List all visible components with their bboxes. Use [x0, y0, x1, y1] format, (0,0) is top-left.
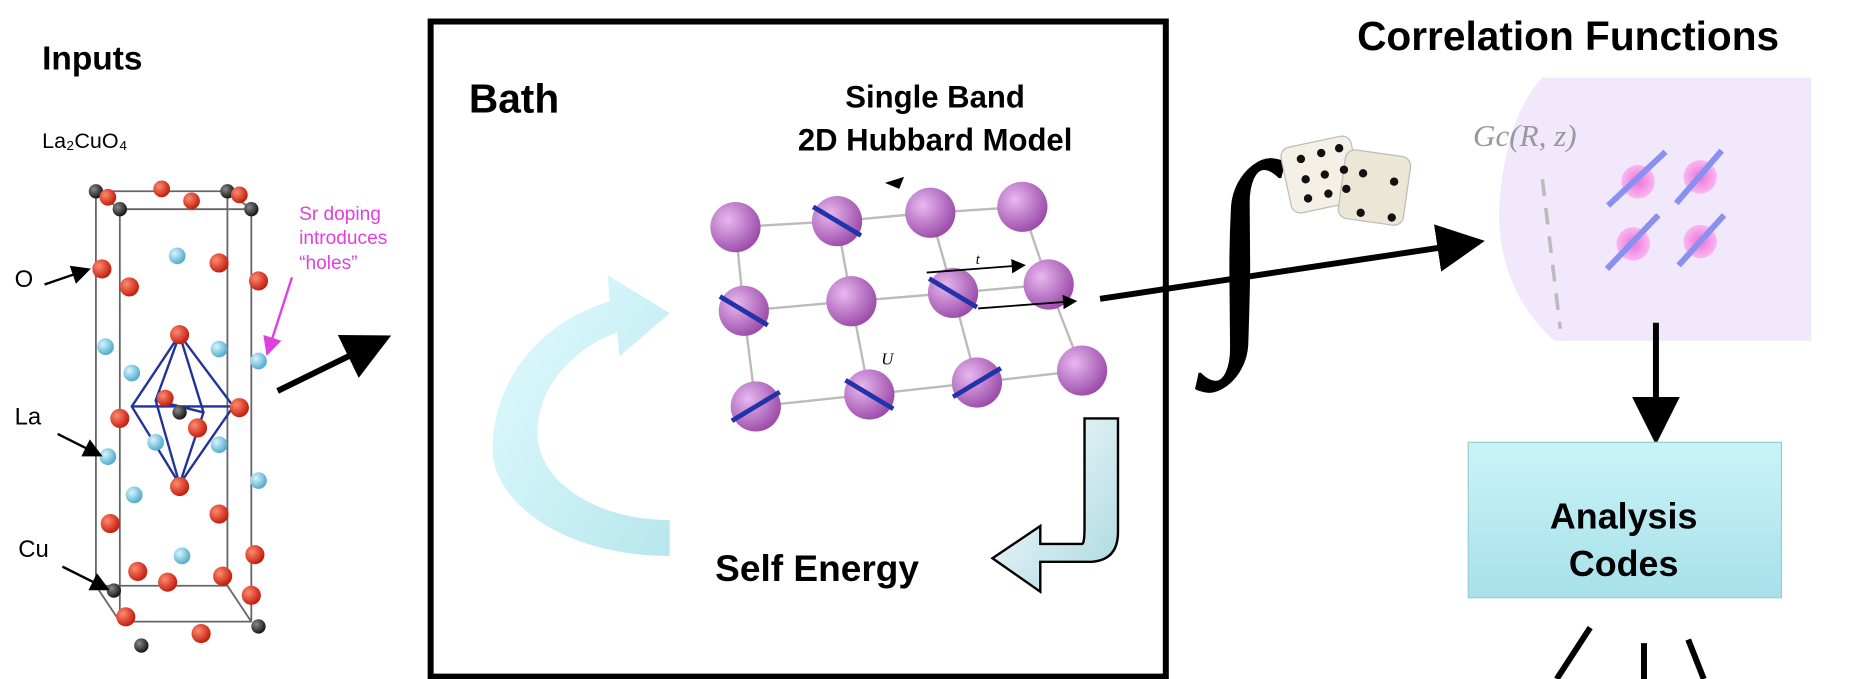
correlation-title: Correlation Functions [1357, 13, 1779, 59]
atom [174, 548, 191, 565]
correlation-symbol: Gc(R, z) [1473, 118, 1577, 153]
atom [99, 448, 116, 465]
atom [213, 567, 232, 586]
atom-label: Cu [18, 536, 49, 563]
atom [245, 545, 264, 564]
pointer [62, 567, 105, 589]
atom [169, 247, 186, 264]
atom [250, 353, 267, 370]
output-lines [1557, 628, 1704, 679]
atom [242, 586, 261, 605]
annotation-line: Sr doping [299, 204, 381, 225]
inputs-title: Inputs [42, 40, 142, 77]
atom [209, 253, 228, 272]
atom [128, 562, 147, 581]
atom [170, 477, 189, 496]
atom [134, 638, 148, 652]
atom [113, 202, 127, 216]
atom [126, 487, 143, 504]
atom [170, 325, 189, 344]
model-line: 2D Hubbard Model [798, 123, 1073, 158]
atom [99, 189, 116, 206]
site [905, 188, 955, 238]
atom [211, 436, 228, 453]
pointer [268, 277, 292, 351]
atom [120, 277, 139, 296]
atom [92, 259, 111, 278]
atom [157, 390, 174, 407]
atom-label: La [15, 403, 42, 430]
analysis-label: Analysis [1550, 496, 1698, 536]
pointer [45, 270, 87, 284]
atom [244, 202, 258, 216]
atom [231, 186, 248, 203]
atom [230, 398, 249, 417]
atom [110, 409, 129, 428]
model-line: Single Band [845, 80, 1025, 115]
site [710, 202, 760, 252]
integral-sign: ∫ [1195, 116, 1286, 394]
atom [116, 607, 135, 626]
annotation-line: introduces [299, 228, 387, 249]
atom [123, 365, 140, 382]
atom [209, 504, 228, 523]
atom [153, 181, 170, 198]
self-energy-label: Self Energy [715, 547, 919, 589]
atom [188, 418, 207, 437]
atom [158, 573, 177, 592]
atom [251, 619, 265, 633]
bath-title: Bath [469, 75, 559, 121]
atom [249, 271, 268, 290]
pointer [58, 434, 99, 454]
atom [250, 472, 267, 489]
page: {"inputs": {"title": "Inputs", "formula"… [0, 0, 1869, 679]
site [1057, 345, 1107, 395]
atom-label: O [15, 266, 34, 293]
atom [211, 341, 228, 358]
atom [172, 405, 186, 419]
site [997, 182, 1047, 232]
dice [1279, 134, 1412, 226]
interaction-label: U [881, 350, 894, 369]
site [826, 276, 876, 326]
crystal-structure [89, 181, 268, 653]
flow-arrow [278, 341, 381, 391]
atom [101, 514, 120, 533]
atom [97, 338, 114, 355]
formula: La₂CuO₄ [42, 129, 127, 153]
annotation: Sr doping introduces “holes” [299, 204, 387, 274]
annotation-line: “holes” [299, 253, 357, 274]
analysis-label: Codes [1569, 544, 1679, 584]
atom [147, 434, 164, 451]
atom [107, 583, 121, 597]
diagram: Inputs La₂CuO₄ O La Cu Sr doping introdu… [0, 0, 1869, 679]
atom [192, 624, 211, 643]
atom [183, 192, 200, 209]
